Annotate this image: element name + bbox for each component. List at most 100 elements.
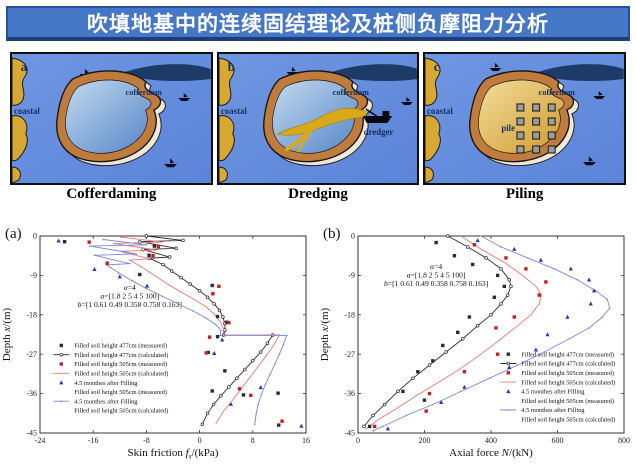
y-tick-label: -18 [344, 310, 355, 319]
panel-letter: a [21, 60, 28, 74]
boat-icon [489, 63, 502, 71]
annotation-line: α=4 [124, 283, 136, 292]
y-tick-label: -18 [26, 310, 37, 319]
coastal-land [425, 115, 442, 162]
pile-square [548, 103, 557, 112]
scene-piling-svg: pile c coastal cofferdam [425, 54, 625, 183]
scene-piling: pile c coastal cofferdam [423, 52, 627, 185]
caption-cofferdaming: Cofferdaming [66, 186, 157, 202]
boat-icon [583, 156, 597, 166]
boat-icon [593, 91, 606, 99]
chart-axial-force: 0 200 400 600 800 0 -9 -18 -27 -36 -45 Axial force … [318, 222, 636, 467]
pile-square [548, 131, 557, 140]
dredge-plume [276, 107, 368, 136]
cofferdam-label: cofferdam [332, 88, 368, 97]
legend-entry-label: Filled soil height 505cm (measured) [521, 370, 614, 377]
pile-square [548, 145, 557, 154]
pile-square [516, 131, 525, 140]
legend-entry-label: Filled soil height 505cm (calculated) [521, 416, 615, 423]
cofferdam-label: cofferdam [539, 88, 575, 97]
annotation-line: a=[1.8 2 5 4 5 100] [407, 270, 466, 279]
slide-title-banner: 吹填地基中的连续固结理论及桩侧负摩阻力分析 [6, 6, 630, 41]
legend-entry-label: Filled soil height 505cm (calculated) [74, 408, 168, 415]
charts-row: -24 -16 -8 0 8 16 0 -9 -18 -27 -36 -45 Skin friction… [0, 222, 636, 467]
legend-entry-label: Filled soil height 477cm (calculated) [74, 352, 168, 359]
series-line [89, 239, 288, 425]
pile-square [516, 117, 525, 126]
legend-entry-label: Filled soil height 477cm (measured) [74, 343, 167, 350]
caption-piling: Piling [505, 186, 544, 202]
scene-panels-row: a coastal cofferdam Cofferdaming dredger b c… [10, 52, 627, 203]
scene-dredging-svg: dredger b coastal cofferdam [218, 54, 418, 183]
x-tick-label: 600 [552, 436, 564, 445]
legend-entry-label: Filled soil height 505cm (calculated) [74, 371, 168, 378]
chart-skin-friction-svg: -24 -16 -8 0 8 16 0 -9 -18 -27 -36 -45 Skin friction… [1, 226, 310, 461]
y-axis-label: Depth x/(m) [319, 307, 331, 361]
x-tick-label: -24 [35, 436, 46, 445]
series-line [365, 235, 542, 430]
panel-letter: b [227, 60, 234, 74]
pile-square [532, 145, 541, 154]
pile-label: pile [502, 123, 516, 133]
scene-cofferdaming: a coastal cofferdam [10, 52, 213, 185]
coastal-land [218, 115, 235, 162]
filled-soil [479, 80, 564, 153]
x-tick-label: -16 [88, 436, 99, 445]
legend-entry-label: Filled soil height 505cm (measured) [74, 389, 167, 396]
legend-entry-label: 4.5 monthes after Filling [521, 407, 585, 414]
x-tick-label: 800 [618, 436, 630, 445]
pile-square [532, 117, 541, 126]
caption-dredging: Dredging [288, 186, 348, 202]
y-tick-label: -45 [344, 429, 355, 438]
y-tick-label: -45 [26, 429, 37, 438]
x-tick-label: 400 [485, 436, 497, 445]
annotation-line: α=4 [430, 262, 442, 271]
chart-panel-label: (b) [323, 226, 341, 242]
legend-entry-label: 4.5 monthes after Filling [74, 380, 138, 387]
legend-entry-label: Filled soil height 505cm (measured) [74, 361, 167, 368]
coastal-label: coastal [221, 106, 247, 116]
x-axis-label: Skin friction fs/(kPa) [128, 447, 219, 461]
annotation-line: a=[1.8 2 5 4 5 100] [100, 291, 159, 300]
y-tick-label: -27 [344, 350, 355, 359]
series-line [363, 235, 512, 427]
x-tick-label: 0 [356, 436, 360, 445]
pile-square [532, 131, 541, 140]
coastal-land [425, 57, 441, 106]
x-tick-label: 8 [251, 436, 255, 445]
y-tick-label: 0 [351, 232, 355, 241]
legend-entry-label: 4.5 monthes after Filling [521, 389, 585, 396]
pile-square [532, 103, 541, 112]
y-tick-label: -36 [344, 389, 355, 398]
x-tick-label: 200 [419, 436, 431, 445]
dredge-plume-stream [284, 118, 322, 152]
y-axis-label: Depth x/(m) [1, 307, 13, 361]
dredge-plume-stream [295, 123, 314, 153]
boat-icon [164, 158, 178, 168]
offshore-land [119, 64, 211, 82]
scene-cofferdaming-svg: a coastal cofferdam [12, 54, 211, 183]
panel-letter: c [434, 60, 440, 74]
legend-entry-label: 4.5 monthes after Filling [74, 398, 138, 405]
coastal-land [218, 57, 235, 106]
pile-square [516, 103, 525, 112]
boat-icon [178, 93, 191, 101]
cofferdam-label: cofferdam [126, 88, 162, 97]
y-tick-label: -27 [26, 350, 37, 359]
pile-square [548, 117, 557, 126]
annotation-line: b=[1 0.61 0.49 0.358 0.758 0.163] [78, 300, 182, 309]
offshore-land [326, 64, 418, 82]
coastal-label: coastal [14, 106, 40, 116]
chart-panel-label: (a) [5, 226, 22, 242]
x-tick-label: 16 [302, 436, 310, 445]
coastal-land [12, 166, 21, 183]
coastal-land [218, 166, 228, 183]
coastal-land [12, 115, 28, 162]
y-tick-label: -9 [348, 271, 355, 280]
x-tick-label: 0 [198, 436, 202, 445]
boat-icon [400, 97, 413, 105]
slide-title: 吹填地基中的连续固结理论及桩侧负摩阻力分析 [87, 12, 549, 36]
annotation-line: b=[1 0.61 0.49 0.358 0.758 0.163] [384, 279, 488, 288]
offshore-land [532, 64, 625, 82]
dredger-icon [362, 108, 392, 123]
